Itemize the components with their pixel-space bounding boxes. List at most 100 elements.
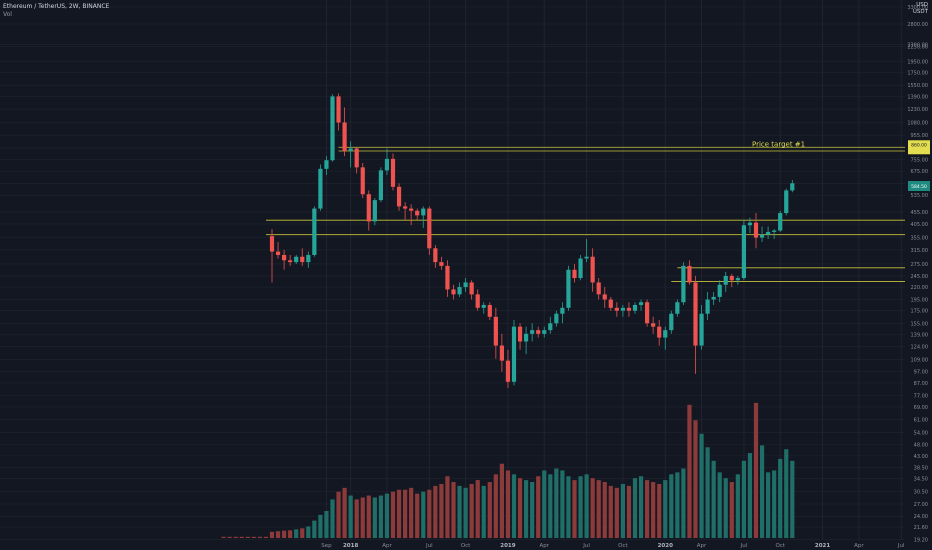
candle-body [318, 168, 323, 209]
candle-body [384, 158, 390, 171]
volume-bar [693, 420, 698, 538]
price-tick-label: 38.50 [914, 465, 928, 471]
volume-bar [766, 472, 771, 538]
volume-bar [578, 476, 583, 538]
volume-bar [772, 470, 777, 538]
price-tick-label: 48.00 [914, 443, 928, 449]
candle-body [626, 307, 632, 311]
candle-body [759, 234, 765, 238]
volume-bar [245, 536, 250, 538]
candle-body [778, 213, 783, 231]
volume-bar [759, 445, 765, 538]
volume-bar [663, 480, 668, 538]
volume-bar [421, 491, 426, 538]
candle-body [487, 304, 492, 317]
time-tick-label: Apr [697, 543, 707, 549]
candle-body [747, 222, 753, 226]
candle-body [663, 330, 668, 338]
candle-body [439, 262, 444, 266]
volume-bar [747, 453, 753, 538]
candle-body [741, 225, 746, 279]
volume-bar [638, 476, 644, 538]
candle-body [632, 304, 638, 311]
volume-bar [427, 489, 432, 538]
candle-body [288, 260, 293, 263]
price-tick-label: 955.00 [911, 133, 929, 139]
candle-body [475, 294, 480, 308]
volume-bar [390, 491, 396, 538]
volume-bar [457, 485, 462, 538]
volume-bar [681, 468, 686, 538]
volume-bar [257, 536, 262, 538]
price-tick-label: 19.20 [914, 537, 928, 543]
candle-body [282, 254, 287, 261]
price-tick-label: 87.00 [914, 381, 928, 387]
candle-body [493, 316, 498, 346]
volume-bar [790, 460, 795, 538]
candle-body [372, 200, 377, 222]
candle-body [312, 208, 317, 255]
volume-bar [723, 478, 728, 538]
price-tick-label: 175.00 [911, 309, 929, 315]
candle-body [675, 302, 680, 314]
candle-body [548, 323, 553, 331]
candle-body [790, 183, 795, 191]
volume-bar [487, 482, 492, 538]
volume-bar [282, 530, 287, 538]
price-tick-label: 195.00 [911, 298, 929, 304]
candle-body [542, 330, 547, 334]
volume-bar [439, 483, 444, 538]
time-tick-label: Apr [854, 543, 864, 549]
volume-bar [741, 460, 746, 538]
volume-bar [590, 478, 595, 538]
volume-bar [517, 478, 523, 538]
volume-bar [366, 495, 371, 538]
volume-bar [251, 536, 256, 538]
candle-body [735, 278, 740, 281]
price-tick-label: 2800.00 [907, 22, 928, 28]
candle-body [693, 282, 698, 346]
price-tick-label: 275.00 [911, 262, 929, 268]
candle-body [421, 208, 426, 216]
price-tick-label: 755.00 [911, 158, 929, 164]
candle-body [427, 208, 432, 249]
price-tick-label: 2250.00 [907, 45, 928, 51]
price-target-label[interactable]: Price target #1 [752, 140, 805, 148]
candle-body [578, 258, 583, 279]
price-tick-label: 405.00 [911, 222, 929, 228]
candle-body [614, 307, 619, 311]
volume-bar [348, 495, 353, 538]
candle-body [784, 190, 789, 214]
candle-body [463, 282, 468, 288]
volume-bar [445, 476, 450, 538]
candle-body [657, 326, 662, 338]
time-tick-label: 2018 [343, 543, 358, 549]
candles [269, 93, 795, 388]
price-tick-label: 139.00 [911, 333, 929, 339]
candle-body [608, 299, 613, 308]
volume-bar [560, 470, 565, 538]
time-axis[interactable]: Sep 2018 Apr Jul Oct 2019 Apr Jul Oct 2020 Apr Jul O… [321, 543, 932, 549]
price-tick-label: 535.00 [911, 193, 929, 199]
volume-bar [360, 497, 365, 538]
time-tick-label: Oct [618, 543, 628, 549]
volume-bar [324, 510, 329, 538]
target-price-tag [908, 140, 930, 155]
candle-body [275, 251, 281, 255]
volume-bar [300, 528, 305, 538]
time-tick-label: Apr [539, 543, 549, 549]
time-tick-label: Jul [582, 543, 590, 549]
volume-bar [596, 480, 601, 538]
time-tick-label: Jul [897, 543, 905, 549]
candle-body [409, 208, 414, 211]
candle-body [596, 282, 601, 295]
volume-bar [584, 474, 589, 538]
volume-bar [614, 487, 619, 538]
time-tick-label: Oct [461, 543, 471, 549]
volume-bar [318, 514, 323, 538]
candle-body [590, 256, 595, 283]
axis-currency: USD USDT [913, 2, 928, 16]
volume-bars [221, 402, 795, 538]
price-tick-label: 675.00 [911, 169, 929, 175]
